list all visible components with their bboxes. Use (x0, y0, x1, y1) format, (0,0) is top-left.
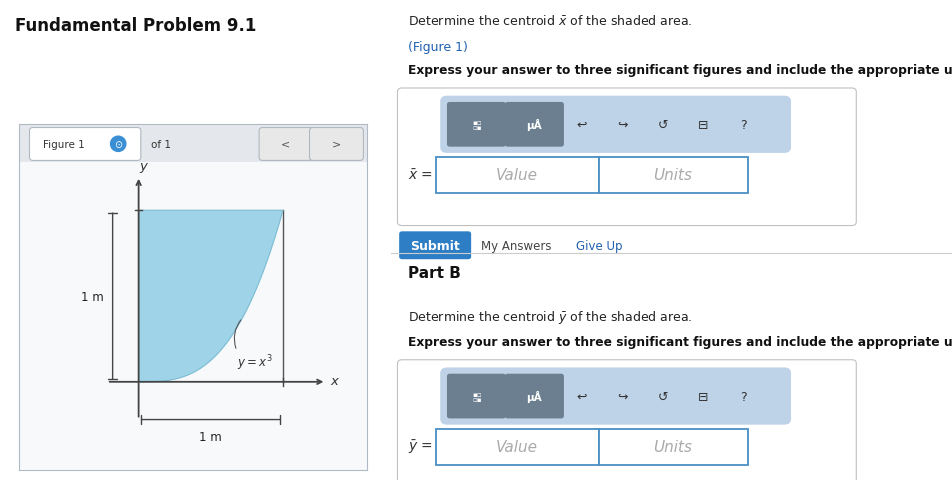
Text: ⊙: ⊙ (114, 140, 122, 149)
Text: μÅ: μÅ (526, 390, 542, 402)
FancyBboxPatch shape (397, 89, 856, 226)
Text: Figure 1: Figure 1 (44, 140, 85, 149)
FancyBboxPatch shape (505, 374, 564, 419)
Text: ↩: ↩ (576, 119, 586, 132)
Text: Part B: Part B (407, 265, 460, 280)
Text: ▪▫
▫▪: ▪▫ ▫▪ (471, 120, 481, 131)
FancyBboxPatch shape (19, 125, 367, 163)
Text: ↪: ↪ (617, 119, 627, 132)
Text: μÅ: μÅ (526, 119, 542, 131)
FancyBboxPatch shape (505, 103, 564, 147)
Text: of 1: of 1 (151, 140, 171, 149)
Text: <: < (281, 140, 290, 149)
FancyBboxPatch shape (435, 157, 598, 193)
Text: Units: Units (653, 168, 692, 183)
Text: ↺: ↺ (657, 119, 667, 132)
Text: Value: Value (496, 439, 538, 454)
Text: ▪▫
▫▪: ▪▫ ▫▪ (471, 391, 481, 402)
Polygon shape (138, 211, 283, 382)
Text: Submit: Submit (410, 239, 460, 252)
Text: Determine the centroid $\bar{x}$ of the shaded area.: Determine the centroid $\bar{x}$ of the … (407, 14, 691, 28)
FancyBboxPatch shape (598, 429, 747, 465)
Text: >: > (331, 140, 341, 149)
Text: ⊟: ⊟ (698, 119, 708, 132)
FancyBboxPatch shape (259, 128, 312, 161)
Text: 1 m: 1 m (81, 290, 104, 303)
Text: Give Up: Give Up (576, 239, 622, 252)
Text: x: x (330, 374, 338, 387)
Text: ?: ? (740, 390, 746, 403)
Text: $\bar{y}$ =: $\bar{y}$ = (407, 438, 432, 456)
Text: ↺: ↺ (657, 390, 667, 403)
FancyBboxPatch shape (598, 157, 747, 193)
Circle shape (110, 137, 126, 152)
FancyBboxPatch shape (446, 374, 506, 419)
FancyBboxPatch shape (440, 96, 790, 154)
Text: ↩: ↩ (576, 390, 586, 403)
FancyBboxPatch shape (440, 368, 790, 425)
FancyBboxPatch shape (397, 360, 856, 480)
Text: My Answers: My Answers (480, 239, 550, 252)
Text: ?: ? (740, 119, 746, 132)
Text: Express your answer to three significant figures and include the appropriate uni: Express your answer to three significant… (407, 64, 952, 77)
Text: (Figure 1): (Figure 1) (407, 41, 467, 54)
Text: ⊟: ⊟ (698, 390, 708, 403)
FancyBboxPatch shape (399, 232, 470, 260)
Text: $y = x^3$: $y = x^3$ (236, 353, 272, 372)
Text: 1 m: 1 m (199, 430, 222, 443)
FancyBboxPatch shape (446, 103, 506, 147)
Text: Units: Units (653, 439, 692, 454)
Text: Express your answer to three significant figures and include the appropriate uni: Express your answer to three significant… (407, 335, 952, 348)
FancyBboxPatch shape (30, 128, 141, 161)
Text: y: y (139, 160, 147, 173)
Text: Fundamental Problem 9.1: Fundamental Problem 9.1 (15, 17, 256, 35)
Text: Value: Value (496, 168, 538, 183)
Text: ↪: ↪ (617, 390, 627, 403)
Text: $\bar{x}$ =: $\bar{x}$ = (407, 168, 432, 183)
Text: Determine the centroid $\bar{y}$ of the shaded area.: Determine the centroid $\bar{y}$ of the … (407, 309, 691, 325)
FancyBboxPatch shape (309, 128, 363, 161)
FancyBboxPatch shape (435, 429, 598, 465)
